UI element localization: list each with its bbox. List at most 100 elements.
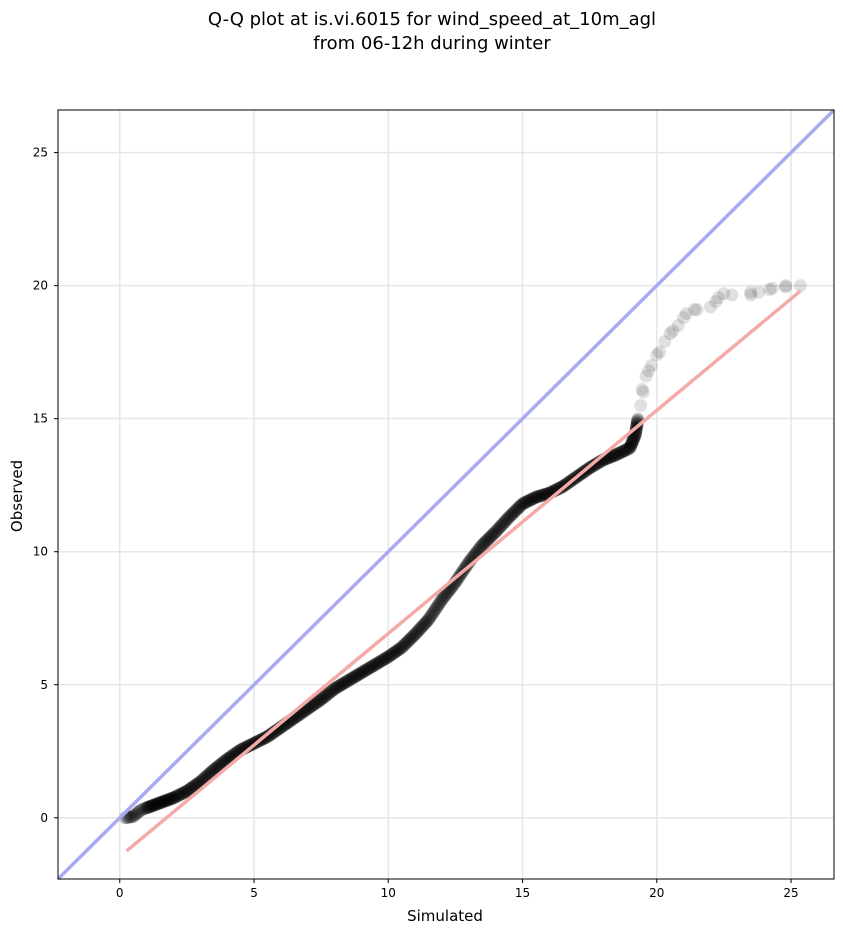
data-point (216, 755, 230, 769)
data-point (666, 324, 680, 338)
data-point (188, 779, 202, 793)
data-point (513, 499, 527, 513)
data-point (506, 506, 520, 520)
data-point (146, 798, 160, 812)
data-point (604, 450, 618, 464)
data-point (507, 505, 521, 519)
data-point (408, 627, 422, 641)
data-point (630, 416, 644, 430)
data-point (474, 540, 488, 554)
data-point (520, 495, 534, 509)
data-point (160, 793, 174, 807)
data-point (380, 651, 394, 665)
data-point (329, 681, 343, 695)
data-point (703, 300, 717, 314)
data-point (489, 525, 503, 539)
data-point (149, 797, 163, 811)
data-point (207, 763, 221, 777)
data-point (677, 311, 691, 325)
data-point (475, 538, 489, 552)
x-axis-label: Simulated (407, 907, 483, 925)
data-point (451, 571, 465, 585)
data-point (490, 523, 504, 537)
data-point (161, 793, 175, 807)
data-point (137, 802, 151, 816)
data-point (460, 557, 474, 571)
data-point (605, 449, 619, 463)
data-point (163, 792, 177, 806)
data-point (147, 798, 161, 812)
data-point (634, 398, 648, 412)
data-point (180, 784, 194, 798)
data-point (424, 609, 438, 623)
data-point (514, 498, 528, 512)
y-tick-label: 20 (33, 279, 48, 293)
data-point (384, 648, 398, 662)
data-point (495, 517, 509, 531)
data-point (187, 780, 201, 794)
data-point (346, 671, 360, 685)
data-point (262, 729, 276, 743)
data-point (404, 631, 418, 645)
data-point (518, 495, 532, 509)
data-point (400, 635, 414, 649)
data-point (744, 285, 758, 299)
data-point (503, 509, 517, 523)
data-point (481, 533, 495, 547)
data-point (608, 448, 622, 462)
data-point (391, 643, 405, 657)
data-point (426, 607, 440, 621)
data-point (139, 801, 153, 815)
data-point (130, 806, 144, 820)
data-point (478, 535, 492, 549)
data-point (395, 641, 409, 655)
data-point (671, 319, 685, 333)
data-point (611, 447, 625, 461)
data-point (135, 802, 149, 816)
data-point (157, 794, 171, 808)
data-point (625, 436, 639, 450)
data-point (143, 800, 157, 814)
data-point (337, 676, 351, 690)
data-point (330, 680, 344, 694)
data-point (652, 345, 666, 359)
data-point (612, 446, 626, 460)
data-point (158, 794, 172, 808)
data-point (215, 757, 229, 771)
data-point (266, 726, 280, 740)
data-point (132, 805, 146, 819)
data-point (134, 803, 148, 817)
data-point (627, 432, 641, 446)
data-point (133, 804, 147, 818)
data-point (491, 522, 505, 536)
data-point (349, 669, 363, 683)
data-point (152, 796, 166, 810)
data-point (765, 281, 779, 295)
data-point (396, 639, 410, 653)
data-point (438, 589, 452, 603)
y-axis-label: Observed (8, 460, 26, 532)
data-point (315, 691, 329, 705)
data-point (175, 787, 189, 801)
data-point (342, 673, 356, 687)
data-point (618, 444, 632, 458)
data-point (639, 369, 653, 383)
data-point (212, 759, 226, 773)
data-point (430, 601, 444, 615)
data-point (620, 442, 634, 456)
data-point (552, 482, 566, 496)
data-point (610, 448, 624, 462)
data-point (150, 797, 164, 811)
data-point (145, 799, 159, 813)
x-tick-label: 5 (250, 886, 258, 900)
data-point (142, 800, 156, 814)
data-point (159, 794, 173, 808)
data-point (403, 633, 417, 647)
data-point (340, 675, 354, 689)
data-point (482, 531, 496, 545)
reference-lines (56, 108, 836, 881)
data-point (325, 684, 339, 698)
data-point (529, 490, 543, 504)
data-point (129, 807, 143, 821)
